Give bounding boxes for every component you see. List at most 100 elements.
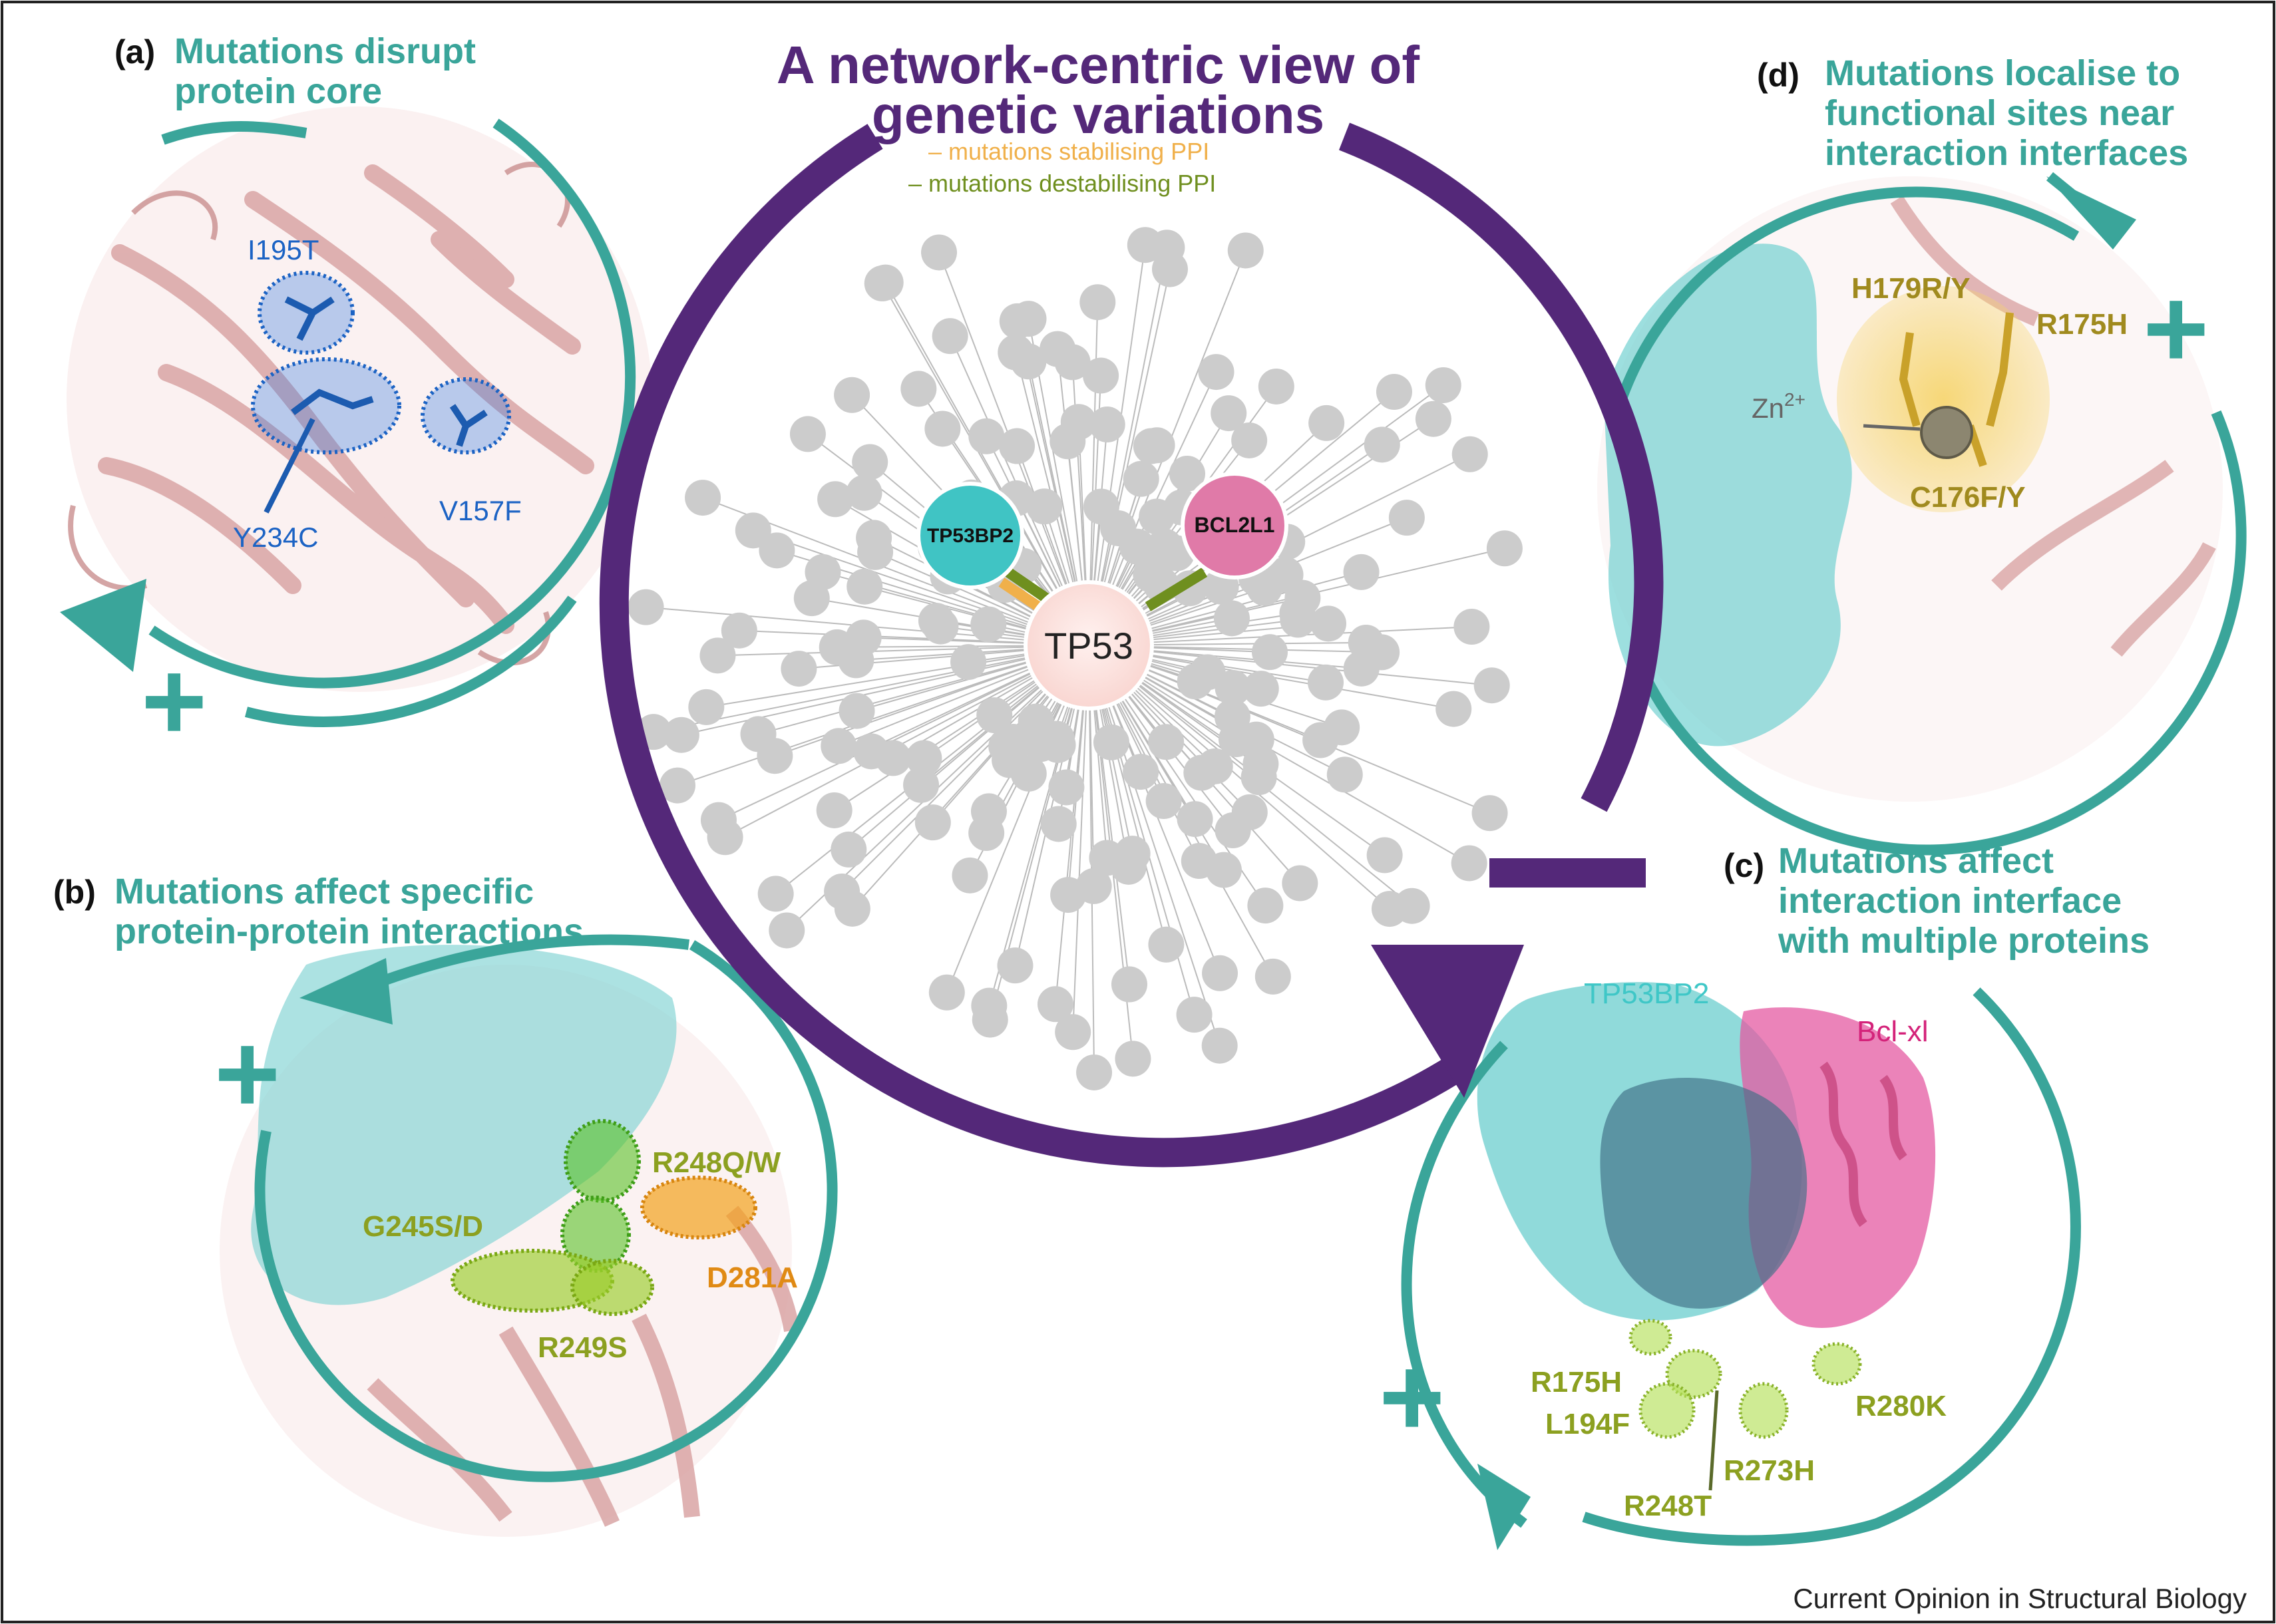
mutation-v157f: V157F (439, 495, 522, 526)
panel-d-cycle-arc-right (1632, 410, 2247, 856)
interactor-node (1415, 401, 1451, 437)
panel-d-ribbons (1890, 196, 2216, 657)
interactor-node (1079, 284, 1116, 321)
main-title-line2: genetic variations (872, 85, 1324, 144)
zinc-ion (1920, 406, 1973, 459)
interactor-node (1215, 669, 1251, 706)
interactor-node (817, 481, 854, 518)
panel-b-arrow-shaft (371, 934, 690, 990)
interactor-node (968, 418, 1005, 454)
panel-c-letter: (c) (1724, 847, 1764, 884)
interactor-node (1254, 958, 1291, 995)
interactor-node (1213, 600, 1250, 637)
interactor-node (1119, 528, 1155, 565)
panel-a-upper-arc (161, 121, 307, 145)
interactor-node (781, 651, 817, 687)
partner-label-left: TP53BP2 (927, 525, 1014, 547)
interactor-node (1037, 986, 1073, 1023)
interactor-node (921, 234, 958, 271)
interactor-node (999, 428, 1036, 464)
partner-label-right: BCL2L1 (1195, 513, 1275, 537)
panel-a: (a) Mutations disrupt protein core I195T… (60, 31, 652, 764)
panel-b-orange-mesh (640, 1176, 757, 1239)
interactor-node (1473, 667, 1510, 704)
panel-a-arrowhead (60, 579, 146, 672)
main-title-line1: A network-centric view of (777, 35, 1420, 94)
network-edge (1088, 245, 1146, 646)
purple-cycle-arc (599, 124, 1459, 1168)
panel-c-plus-sign: + (1379, 1334, 1445, 1460)
interactor-node (1227, 232, 1264, 269)
interactor-node (628, 589, 664, 625)
interactor-node (1010, 343, 1047, 380)
panel-a-pointer (264, 418, 315, 514)
interactor-node (932, 318, 968, 355)
interactor-node (1348, 624, 1384, 661)
mutation-y234c: Y234C (233, 522, 318, 553)
network-edge (1088, 247, 1168, 646)
interactor-node (1388, 500, 1425, 536)
interactor-node (1123, 754, 1159, 790)
interactor-node (1145, 783, 1182, 820)
interactor-node (846, 474, 882, 511)
interactor-node (699, 637, 736, 674)
panel-a-letter: (a) (114, 33, 155, 71)
interactor-node (1371, 891, 1408, 927)
interactor-node (1198, 354, 1234, 391)
interactor-node (970, 606, 1007, 643)
panel-b-cycle-arc (254, 940, 838, 1482)
panel-b-green-mesh (451, 1119, 654, 1316)
interactor-node (1169, 455, 1205, 492)
interactor-node (1148, 724, 1185, 760)
interactor-node (1258, 368, 1294, 405)
interactor-node (1054, 344, 1091, 381)
panel-d-plus-sign: + (2143, 265, 2209, 392)
interactor-node (845, 619, 882, 656)
panel-b: (b) Mutations affect specific protein-pr… (53, 872, 838, 1537)
interactor-node (1177, 663, 1213, 700)
panel-c-left-arc (1401, 1041, 1527, 1528)
interactor-node (1089, 840, 1125, 876)
interactor-node (1010, 301, 1047, 337)
panel-d-title-line2: functional sites near (1825, 93, 2174, 133)
interactor-node (914, 804, 951, 841)
interactor-node (1246, 569, 1283, 606)
legend-stabilising: – mutations stabilising PPI (928, 138, 1209, 165)
partner-node-left (916, 482, 1024, 589)
panel-c-title-line1: Mutations affect (1778, 841, 2054, 881)
interactor-node (659, 767, 695, 804)
partner-node-right (1181, 472, 1288, 579)
panel-b-title-line2: protein-protein interactions (114, 911, 584, 951)
interactor-node (1218, 721, 1254, 758)
mutation-l194f: L194F (1545, 1408, 1630, 1440)
interactor-node (1366, 837, 1403, 874)
network-edge (1088, 645, 1492, 687)
interactor-node (970, 793, 1007, 830)
panel-c-mutation-meshes (1628, 1319, 1862, 1439)
interactor-node (1451, 845, 1487, 882)
destabilising-edge-right (1145, 568, 1208, 611)
interactor-node (759, 532, 795, 569)
network-edge (718, 645, 1089, 821)
network-edge (1088, 645, 1390, 909)
interactor-node (906, 740, 942, 776)
legend-destabilising: – mutations destabilising PPI (908, 170, 1216, 197)
central-network: TP53 TP53BP2 BCL2L1 A network-centric vi… (599, 35, 1664, 1168)
interactor-node (1026, 488, 1063, 525)
interactor-node (1307, 664, 1344, 701)
panel-a-title-line1: Mutations disrupt (174, 31, 476, 71)
network-edge (653, 645, 1089, 733)
panel-b-surface (251, 945, 677, 1305)
interactor-node (1435, 691, 1472, 727)
interactor-node (976, 697, 1013, 734)
panel-d-title-line3: interaction interfaces (1825, 133, 2188, 173)
mutation-h179ry: H179R/Y (1851, 272, 1971, 305)
interactor-node (735, 512, 771, 549)
mutation-d281a: D281A (707, 1261, 798, 1294)
interactor-node (1486, 530, 1523, 567)
interactor-node (1201, 1027, 1238, 1064)
network-edge (884, 282, 1089, 646)
label-bclxl-structure: Bcl-xl (1857, 1015, 1929, 1048)
interactor-node (1471, 795, 1508, 832)
interactor-node (952, 857, 988, 893)
